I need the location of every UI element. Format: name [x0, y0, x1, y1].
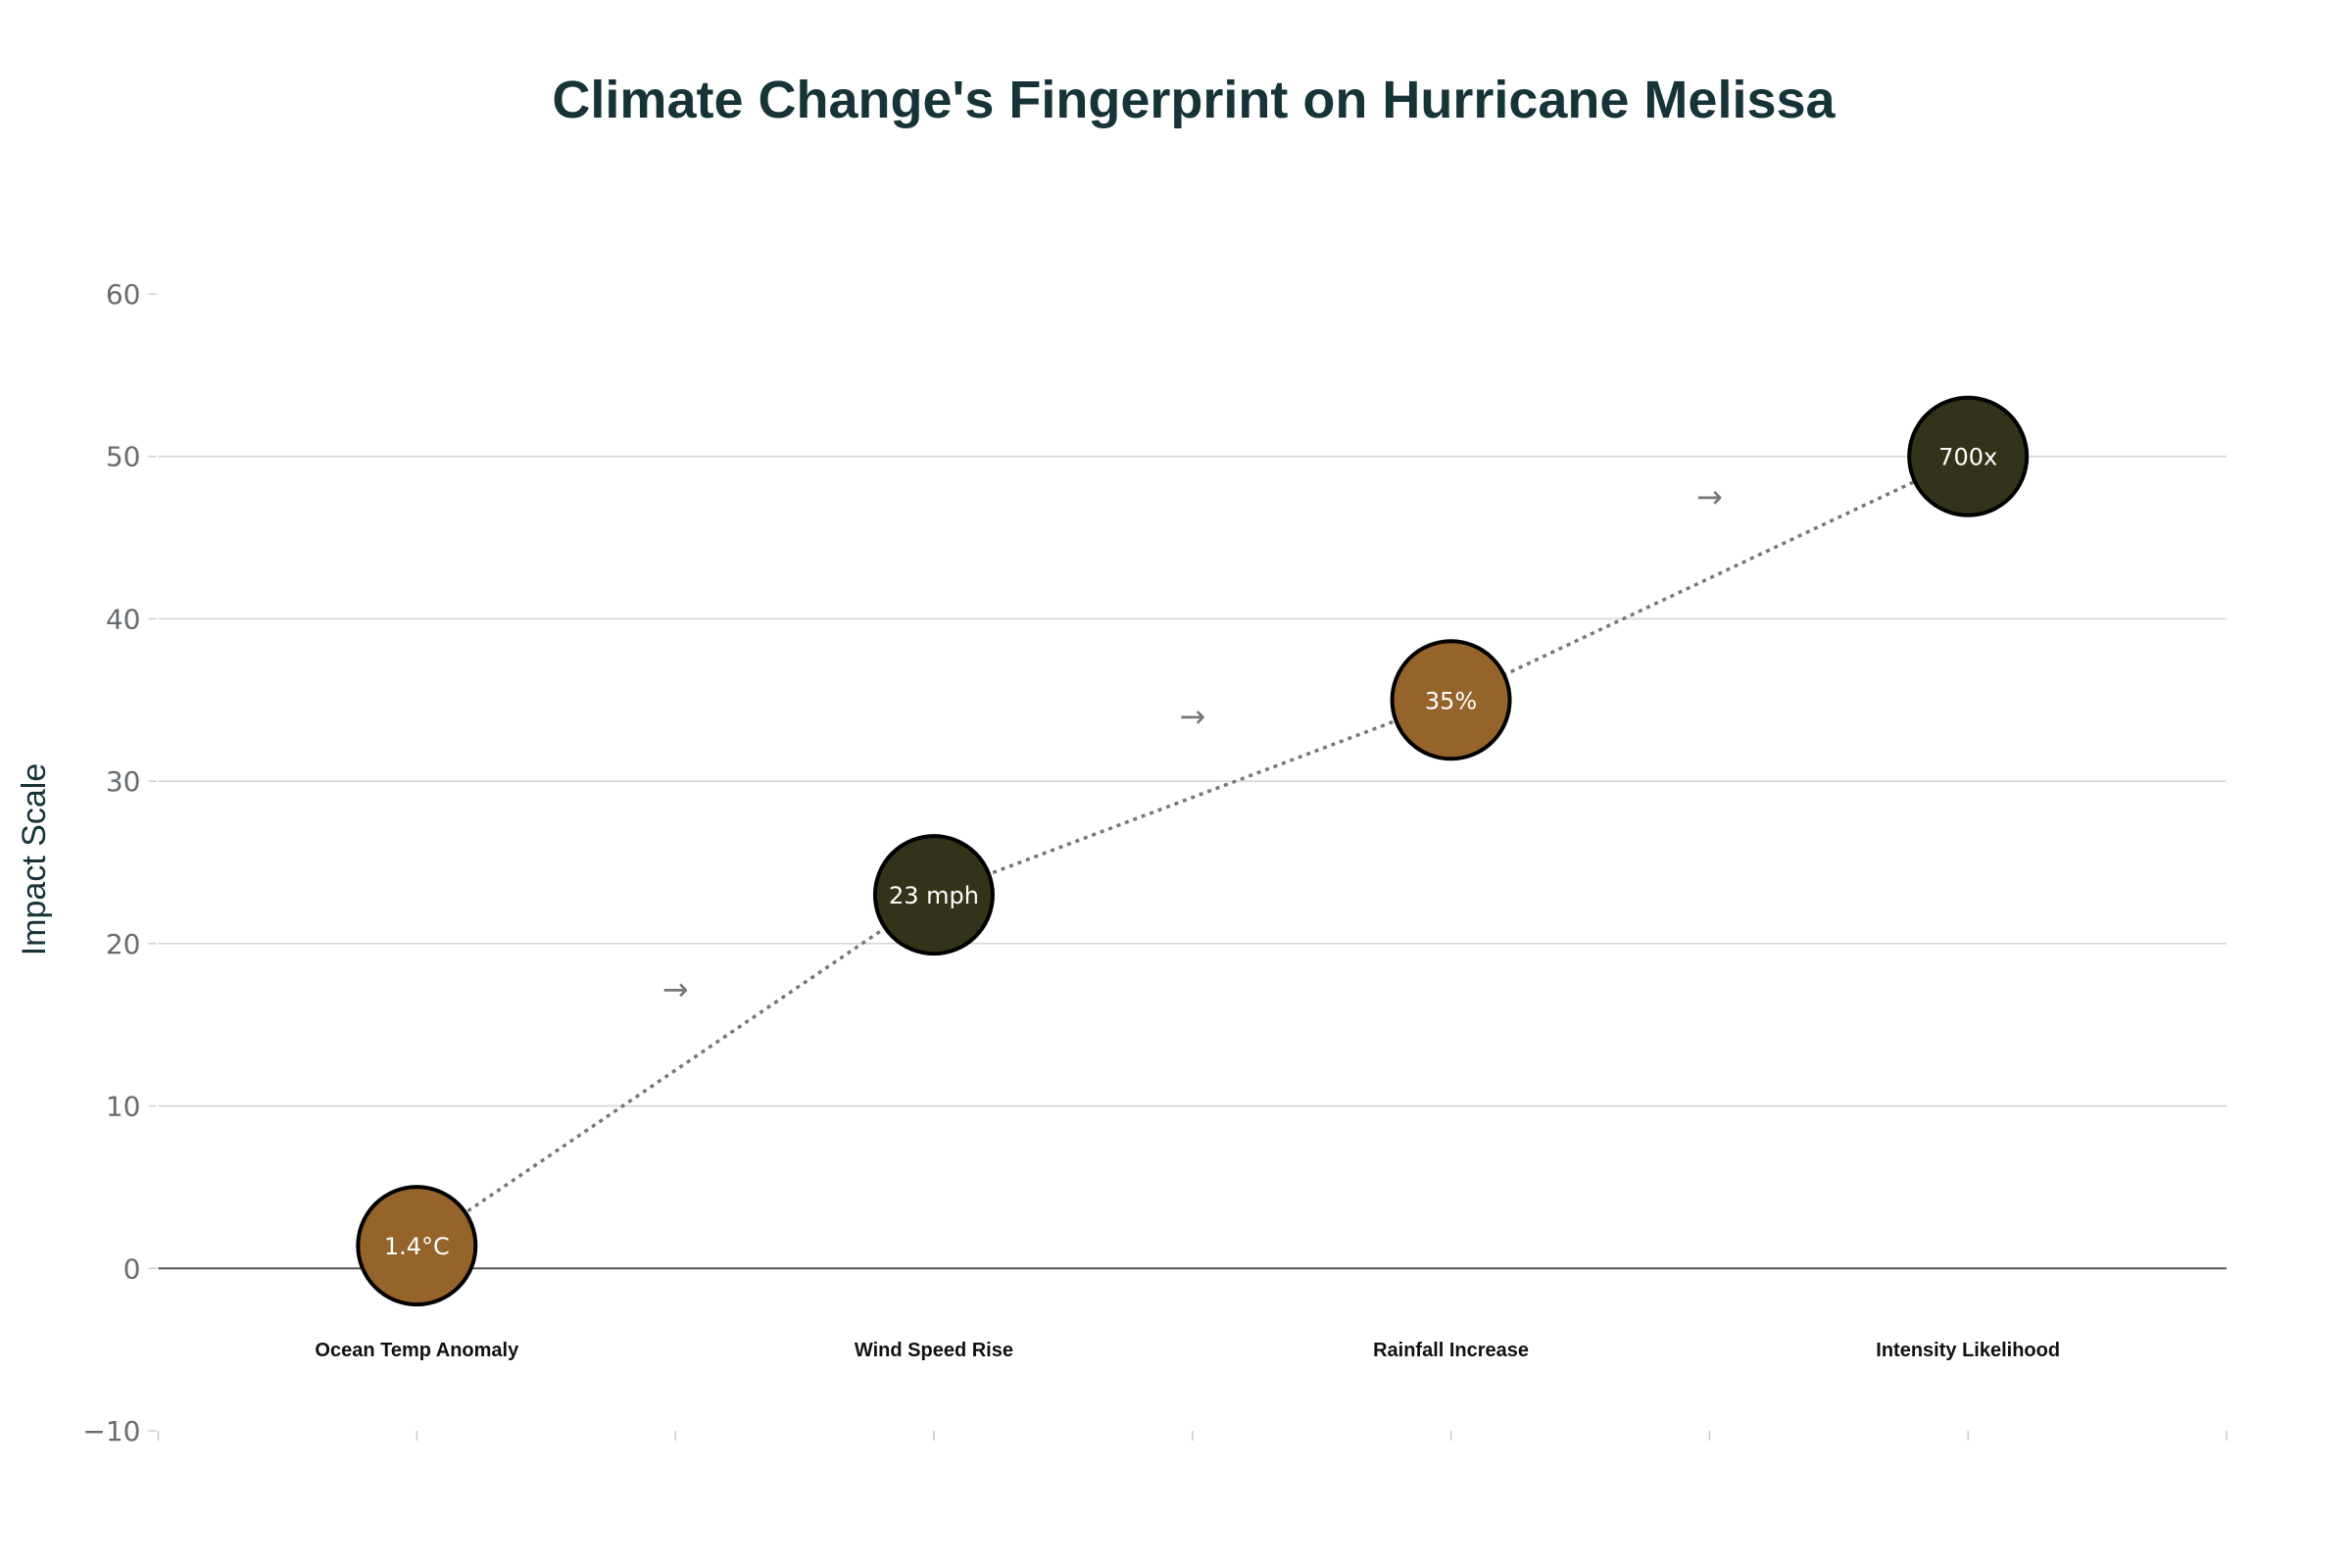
x-tick-label: Intensity Likelihood — [1876, 1340, 2060, 1361]
arrows: → → → — [662, 478, 1723, 1007]
y-tick-label: 60 — [106, 278, 141, 311]
gridlines — [158, 455, 2227, 1270]
point-marker — [1390, 639, 1512, 761]
point-marker — [1907, 395, 2030, 517]
data-point: 35% — [1390, 639, 1512, 761]
connector-line — [416, 455, 1969, 1248]
y-tick-label: 40 — [106, 603, 141, 635]
y-tick-label: −10 — [82, 1415, 140, 1447]
x-axis-ticks: Ocean Temp Anomaly Wind Speed Rise Rainfal… — [157, 1340, 2228, 1441]
x-tick-label: Ocean Temp Anomaly — [315, 1340, 519, 1361]
point-label: 1.4°C — [384, 1233, 450, 1260]
data-point: 1.4°C — [356, 1185, 478, 1307]
x-tick-label: Wind Speed Rise — [855, 1340, 1013, 1361]
data-point: 23 mph — [872, 834, 995, 956]
point-label: 23 mph — [889, 882, 979, 909]
y-tick-label: 30 — [106, 765, 141, 798]
arrow-icon: → — [1179, 698, 1205, 735]
chart-title: Climate Change's Fingerprint on Hurrican… — [552, 71, 1836, 129]
x-tick-label: Rainfall Increase — [1373, 1340, 1529, 1361]
y-axis-label: Impact Scale — [16, 763, 53, 956]
connector-path — [416, 455, 1969, 1248]
point-marker — [872, 834, 995, 956]
y-tick-label: 10 — [106, 1091, 141, 1123]
y-tick-label: 0 — [123, 1252, 141, 1285]
arrow-icon: → — [1696, 478, 1723, 515]
point-label: 700x — [1938, 444, 1997, 471]
point-label: 35% — [1425, 687, 1477, 714]
data-point: 700x — [1907, 395, 2030, 517]
y-tick-label: 50 — [106, 441, 141, 473]
data-points: 1.4°C 23 mph 35% 700x — [356, 395, 2030, 1307]
arrow-icon: → — [662, 970, 689, 1007]
point-marker — [356, 1185, 478, 1307]
y-tick-label: 20 — [106, 928, 141, 960]
y-axis-ticks: −10 0 10 20 30 40 50 60 — [82, 278, 157, 1447]
